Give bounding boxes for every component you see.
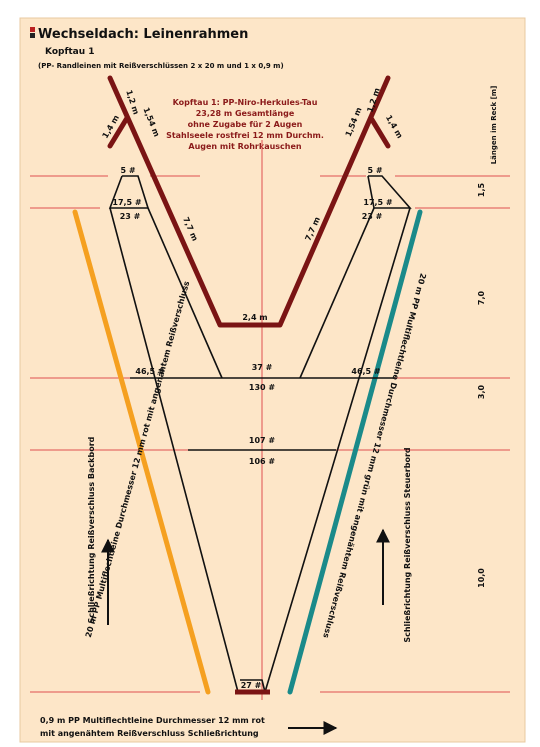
mesh-label: 27 # <box>241 681 262 690</box>
length-value: 10,0 <box>477 568 486 588</box>
annotation: Kopftau 1: PP-Niro-Herkules-Tau 23,28 m … <box>166 98 324 151</box>
length-title: Längen im Reck [m] <box>490 86 498 165</box>
mesh-label: 5 # <box>120 166 135 175</box>
length-value: 1,5 <box>477 182 486 197</box>
mesh-label: 130 # <box>249 383 275 392</box>
title: Wechseldach: Leinenrahmen <box>38 27 248 42</box>
annotation-line: Stahlseele rostfrei 12 mm Durchm. <box>166 131 324 140</box>
background <box>19 17 526 743</box>
length-value: 7,0 <box>477 290 486 305</box>
mesh-label: 46,5 # <box>135 367 165 376</box>
mesh-label: 46,5 # <box>351 367 381 376</box>
net <box>108 175 412 693</box>
annotation-line: 23,28 m Gesamtlänge <box>196 109 295 118</box>
note: (PP- Randleinen mit Reißverschlüssen 2 x… <box>38 62 284 70</box>
mesh-label: 23 # <box>362 212 383 221</box>
mesh-label: 5 # <box>367 166 382 175</box>
mesh-label: 23 # <box>120 212 141 221</box>
mesh-label: 37 # <box>252 363 273 372</box>
icon <box>30 33 35 38</box>
mesh-label: 17,5 # <box>363 198 393 207</box>
annotation-line: Augen mit Rohrkauschen <box>188 142 302 151</box>
length-value: 3,0 <box>477 384 486 399</box>
annotation-line: Kopftau 1: PP-Niro-Herkules-Tau <box>173 98 318 107</box>
closing-right: Schließrichtung Reißverschluss Steuerbor… <box>403 447 412 643</box>
mesh-label: 17,5 # <box>112 198 142 207</box>
subtitle: Kopftau 1 <box>45 47 95 57</box>
teal-line <box>287 209 423 695</box>
mesh-label: 107 # <box>249 436 275 445</box>
bottom-label: mit angenähtem Reißverschluss Schließric… <box>40 729 259 738</box>
icon <box>30 27 35 32</box>
orange-line <box>72 209 211 695</box>
rope-label: 2,4 m <box>242 313 267 322</box>
annotation-line: ohne Zugabe für 2 Augen <box>188 120 303 129</box>
bottom-label: 0,9 m PP Multiflechtleine Durchmesser 12… <box>40 716 265 725</box>
mesh-label: 106 # <box>249 457 275 466</box>
rope <box>107 75 391 695</box>
closing-left: Schließrichtung Reißverschluss Backbord <box>87 436 96 623</box>
